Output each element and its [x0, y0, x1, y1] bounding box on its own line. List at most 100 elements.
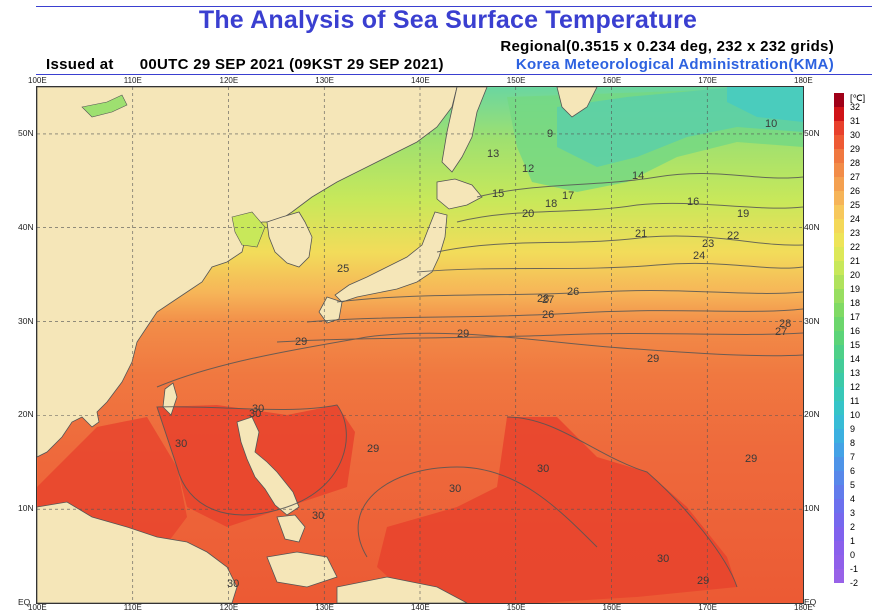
- legend-swatch: [834, 107, 844, 121]
- lat-tick-left: 50N: [18, 127, 34, 138]
- contour-label: 29: [745, 453, 757, 465]
- contour-label: 26: [567, 286, 579, 298]
- hokkaido: [436, 178, 483, 210]
- legend-swatch: [834, 191, 844, 205]
- legend-swatch: [834, 527, 844, 541]
- asia-mainland: [37, 87, 458, 458]
- lon-tick-top: 120E: [219, 76, 239, 85]
- mindanao: [276, 514, 306, 543]
- issued-time: 00UTC 29 SEP 2021 (09KST 29 SEP 2021): [139, 56, 444, 73]
- contour-label: 29: [367, 443, 379, 455]
- legend-swatch: [834, 499, 844, 513]
- contour-label: 23: [702, 238, 714, 250]
- contour-label: 15: [492, 188, 504, 200]
- lake-baikal: [81, 94, 128, 118]
- legend-label: 22: [850, 242, 861, 252]
- legend-swatch: [834, 289, 844, 303]
- legend-swatch: [834, 359, 844, 373]
- lon-tick-bottom: 170E: [698, 603, 717, 612]
- legend-label: -2: [850, 578, 859, 588]
- legend-swatch: [834, 135, 844, 149]
- legend-label: 0: [850, 550, 856, 560]
- lon-tick-bottom: 160E: [602, 603, 622, 612]
- grid-resolution-text: Regional(0.3515 x 0.234 deg, 232 x 232 g…: [500, 38, 834, 55]
- legend-label: 21: [850, 256, 861, 266]
- color-legend: [℃] 32 31 30 29 28 27 26 25 24 23 22 21 20 19 18 17 16 15…: [834, 93, 894, 593]
- lon-tick-top: 160E: [602, 76, 622, 85]
- new-guinea: [336, 576, 468, 603]
- legend-swatch: [834, 247, 844, 261]
- legend-swatch: [834, 443, 844, 457]
- issued-label: Issued at: [46, 56, 114, 73]
- legend-label: 11: [850, 396, 860, 406]
- legend-label: 29: [850, 144, 861, 154]
- contour-label: 25: [337, 263, 349, 275]
- contour-label: 12: [522, 163, 534, 175]
- contour-label: 30: [227, 578, 239, 590]
- contour-label: 30: [449, 483, 461, 495]
- contour-label: 30: [537, 463, 549, 475]
- agency-name: Korea Meteorological Administration(KMA): [515, 56, 834, 73]
- contour-label: 29: [457, 328, 469, 340]
- contour-label: 17: [562, 190, 574, 202]
- contour-label: 14: [632, 170, 644, 182]
- lon-tick-top: 110E: [123, 76, 142, 85]
- legend-label: 10: [850, 410, 861, 420]
- legend-swatch: [834, 93, 844, 107]
- lat-tick-left: EQ: [18, 597, 31, 607]
- lat-tick-right: 50N: [804, 127, 820, 138]
- lon-tick-bottom: 180E: [794, 603, 813, 612]
- legend-label: 2: [850, 522, 856, 532]
- legend-label: 17: [850, 312, 861, 322]
- legend-label: 4: [850, 494, 856, 504]
- legend-label: 9: [850, 424, 856, 434]
- legend-label: 28: [850, 158, 861, 168]
- legend-label: 5: [850, 480, 856, 490]
- contour-label: 13: [487, 148, 499, 160]
- contour-label: 21: [635, 228, 647, 240]
- top-rule: [36, 6, 872, 7]
- legend-label: 20: [850, 270, 861, 280]
- contour-label: 29: [647, 353, 659, 365]
- contour-label: 9: [547, 128, 553, 140]
- sakhalin: [441, 87, 488, 173]
- warm-pool-central-pacific: [377, 417, 737, 603]
- lat-tick-right: 20N: [804, 409, 820, 420]
- lat-tick-left: 20N: [18, 409, 34, 420]
- legend-label: 14: [850, 354, 861, 364]
- legend-unit: [℃]: [850, 93, 866, 103]
- legend-label: 12: [850, 382, 861, 392]
- legend-swatch: [834, 121, 844, 135]
- legend-swatch: [834, 331, 844, 345]
- contour-label: 26: [542, 309, 554, 321]
- legend-swatch: [834, 555, 844, 569]
- isotherms: [156, 173, 803, 588]
- philippines: [236, 416, 300, 516]
- lon-tick-top: 180E: [794, 76, 813, 85]
- lat-tick-left: 40N: [18, 221, 34, 232]
- legend-label: 19: [850, 284, 861, 294]
- legend-label: 16: [850, 326, 861, 336]
- contour-label: 30: [312, 510, 324, 522]
- lon-tick-bottom: 110E: [123, 603, 142, 612]
- legend-swatch: [834, 415, 844, 429]
- legend-swatch: [834, 513, 844, 527]
- legend-swatch: [834, 373, 844, 387]
- contour-label: 30: [657, 553, 669, 565]
- sulawesi: [266, 551, 338, 588]
- legend-swatch: [834, 387, 844, 401]
- lat-tick-right: 10N: [804, 503, 820, 514]
- contour-label: 19: [737, 208, 749, 220]
- lon-tick-bottom: 130E: [315, 603, 334, 612]
- contour-label: 28: [779, 318, 791, 330]
- header-rule: [36, 74, 872, 75]
- contour-label: 29: [697, 575, 709, 587]
- legend-swatch: [834, 569, 844, 583]
- legend-swatch: [834, 275, 844, 289]
- lon-tick-bottom: 150E: [506, 603, 526, 612]
- legend-label: 31: [850, 116, 861, 126]
- legend-swatch: [834, 205, 844, 219]
- legend-swatch: [834, 149, 844, 163]
- legend-swatch: [834, 177, 844, 191]
- lon-tick-bottom: 100E: [28, 603, 47, 612]
